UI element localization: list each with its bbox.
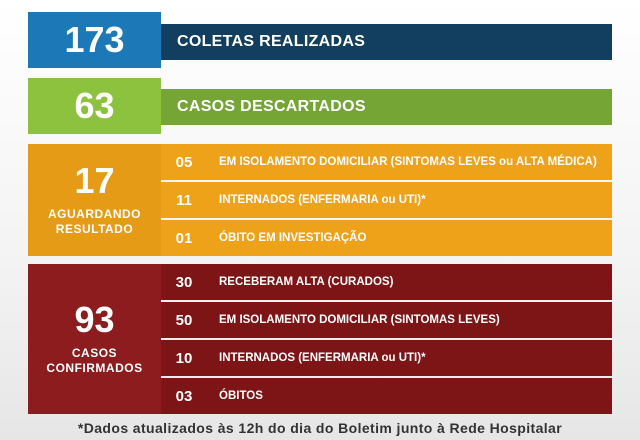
coletas-label: COLETAS REALIZADAS [177, 33, 366, 50]
confirmados-row-text: EM ISOLAMENTO DOMICILIAR (SINTOMAS LEVES… [219, 314, 500, 326]
aguardando-row: 11 INTERNADOS (ENFERMARIA ou UTI)* [161, 182, 612, 218]
aguardando-row-number: 01 [175, 229, 193, 247]
confirmados-row-text: ÓBITOS [219, 390, 263, 402]
confirmados-row-number: 50 [175, 311, 193, 329]
confirmados-row: 50 EM ISOLAMENTO DOMICILIAR (SINTOMAS LE… [161, 302, 612, 338]
aguardando-row-text: INTERNADOS (ENFERMARIA ou UTI)* [219, 194, 426, 206]
aguardando-row-number: 11 [176, 191, 192, 209]
aguardando-label-line1: AGUARDANDO [48, 207, 141, 221]
confirmados-row-text: RECEBERAM ALTA (CURADOS) [219, 276, 394, 288]
confirmados-badge: 93 CASOS CONFIRMADOS [28, 264, 161, 414]
confirmados-row-number: 10 [175, 349, 193, 367]
aguardando-badge: 17 AGUARDANDO RESULTADO [28, 144, 161, 256]
footnote: *Dados atualizados às 12h do dia do Bole… [77, 420, 563, 436]
coletas-badge: 173 [28, 12, 161, 68]
aguardando-row-text: ÓBITO EM INVESTIGAÇÃO [219, 232, 367, 244]
aguardando-row-number: 05 [175, 153, 193, 171]
coletas-bar: COLETAS REALIZADAS [161, 24, 612, 60]
confirmados-row-number: 03 [175, 387, 193, 405]
descartados-bar: CASOS DESCARTADOS [161, 89, 612, 125]
descartados-label: CASOS DESCARTADOS [177, 98, 366, 115]
aguardando-number: 17 [74, 160, 115, 201]
confirmados-label-line1: CASOS [71, 346, 118, 360]
confirmados-number: 93 [74, 299, 115, 340]
confirmados-label: CASOS CONFIRMADOS [46, 346, 142, 376]
aguardando-row: 05 EM ISOLAMENTO DOMICILIAR (SINTOMAS LE… [161, 144, 612, 180]
confirmados-row: 30 RECEBERAM ALTA (CURADOS) [161, 264, 612, 300]
aguardando-label: AGUARDANDO RESULTADO [48, 207, 141, 237]
coletas-number: 173 [64, 19, 125, 60]
aguardando-block: 17 AGUARDANDO RESULTADO 05 EM ISOLAMENTO… [28, 144, 612, 256]
confirmados-row-text: INTERNADOS (ENFERMARIA ou UTI)* [219, 352, 426, 364]
confirmados-row: 03 ÓBITOS [161, 378, 612, 414]
confirmados-row: 10 INTERNADOS (ENFERMARIA ou UTI)* [161, 340, 612, 376]
aguardando-row: 01 ÓBITO EM INVESTIGAÇÃO [161, 220, 612, 256]
coletas-block: 173 COLETAS REALIZADAS [28, 12, 612, 68]
descartados-block: 63 CASOS DESCARTADOS [28, 78, 612, 134]
descartados-badge: 63 [28, 78, 161, 134]
aguardando-row-text: EM ISOLAMENTO DOMICILIAR (SINTOMAS LEVES… [219, 156, 597, 168]
confirmados-block: 93 CASOS CONFIRMADOS 30 RECEBERAM ALTA (… [28, 264, 612, 414]
confirmados-label-line2: CONFIRMADOS [46, 361, 143, 375]
aguardando-label-line2: RESULTADO [55, 222, 134, 236]
descartados-number: 63 [74, 85, 115, 126]
confirmados-row-number: 30 [175, 273, 193, 291]
